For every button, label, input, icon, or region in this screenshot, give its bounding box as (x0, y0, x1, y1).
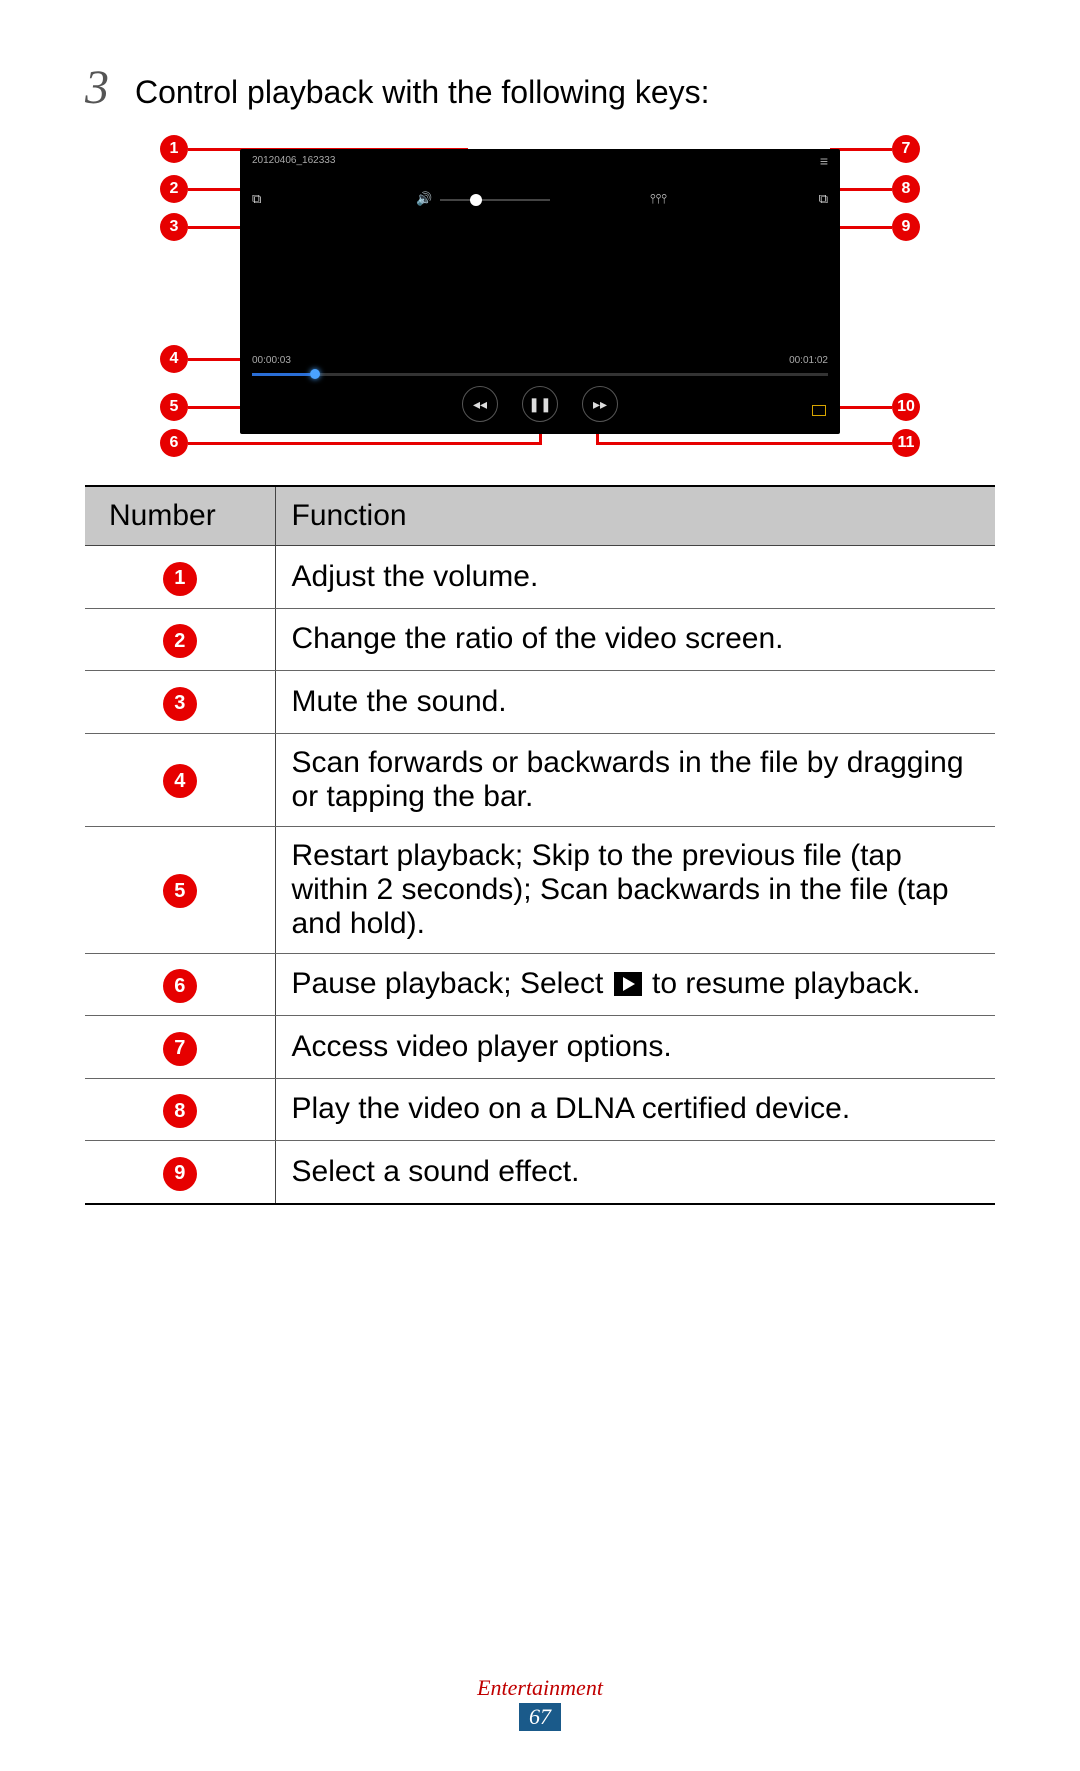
row-function-cell: Play the video on a DLNA certified devic… (275, 1078, 995, 1141)
row-function-cell: Pause playback; Select to resume playbac… (275, 953, 995, 1016)
page-footer: Entertainment 67 (0, 1675, 1080, 1731)
speaker-icon[interactable]: 🔊 (416, 191, 432, 207)
table-row: 4 Scan forwards or backwards in the file … (85, 733, 995, 826)
callout-badge-11: 11 (892, 429, 920, 457)
seek-bar[interactable] (252, 373, 828, 376)
row-function-cell: Mute the sound. (275, 671, 995, 734)
col-header-number: Number (85, 486, 275, 546)
row-function-cell: Access video player options. (275, 1016, 995, 1079)
row-number-cell: 4 (85, 733, 275, 826)
table-row: 2 Change the ratio of the video screen. (85, 608, 995, 671)
pause-button[interactable]: ❚❚ (522, 386, 558, 422)
callout-badge-3: 3 (160, 213, 188, 241)
row-function-cell: Restart playback; Skip to the previous f… (275, 826, 995, 953)
rewind-button[interactable]: ◂◂ (462, 386, 498, 422)
row-number-cell: 9 (85, 1141, 275, 1204)
row-function-cell: Adjust the volume. (275, 546, 995, 609)
row-number-cell: 6 (85, 953, 275, 1016)
footer-page-number: 67 (519, 1703, 561, 1731)
table-row: 5 Restart playback; Skip to the previous … (85, 826, 995, 953)
row-badge: 2 (163, 624, 197, 658)
table-row: 6 Pause playback; Select to resume playba… (85, 953, 995, 1016)
table-row: 7 Access video player options. (85, 1016, 995, 1079)
callout-badge-7: 7 (892, 135, 920, 163)
callout-badge-5: 5 (160, 393, 188, 421)
video-filename: 20120406_162333 (252, 155, 335, 166)
table-row: 8 Play the video on a DLNA certified devi… (85, 1078, 995, 1141)
dlna-icon[interactable]: ⧉ (819, 191, 828, 207)
row-badge: 4 (163, 764, 197, 798)
forward-button[interactable]: ▸▸ (582, 386, 618, 422)
row-number-cell: 8 (85, 1078, 275, 1141)
row-badge: 3 (163, 687, 197, 721)
function-table: Number Function 1 Adjust the volume. 2 Chan… (85, 485, 995, 1205)
row-function-cell: Scan forwards or backwards in the file b… (275, 733, 995, 826)
row-number-cell: 5 (85, 826, 275, 953)
row-badge: 5 (163, 874, 197, 908)
row-badge: 6 (163, 969, 197, 1003)
row-function-cell: Change the ratio of the video screen. (275, 608, 995, 671)
time-total: 00:01:02 (789, 355, 828, 366)
callout-badge-10: 10 (892, 393, 920, 421)
footer-section: Entertainment (0, 1675, 1080, 1701)
row-number-cell: 7 (85, 1016, 275, 1079)
callout-badge-4: 4 (160, 345, 188, 373)
callout-badge-1: 1 (160, 135, 188, 163)
time-elapsed: 00:00:03 (252, 355, 291, 366)
table-row: 3 Mute the sound. (85, 671, 995, 734)
callout-badge-6: 6 (160, 429, 188, 457)
row-number-cell: 3 (85, 671, 275, 734)
play-icon (614, 972, 642, 996)
menu-icon[interactable]: ≡ (820, 153, 828, 169)
step-number: 3 (85, 60, 135, 115)
callout-badge-2: 2 (160, 175, 188, 203)
row-badge: 9 (163, 1157, 197, 1191)
player-diagram: 1 2 3 4 5 6 7 8 9 10 11 20120406_162 (160, 135, 920, 455)
step-heading: 3 Control playback with the following ke… (85, 60, 995, 115)
callout-badge-9: 9 (892, 213, 920, 241)
ratio-icon[interactable]: ⧉ (252, 191, 261, 207)
row-badge: 1 (163, 562, 197, 596)
col-header-function: Function (275, 486, 995, 546)
table-row: 9 Select a sound effect. (85, 1141, 995, 1204)
video-player: 20120406_162333 ≡ ⧉ 🔊 ⫯⫯⫯ ⧉ 00:00:03 00:… (240, 149, 840, 434)
volume-slider[interactable] (440, 199, 550, 201)
row-badge: 7 (163, 1032, 197, 1066)
callout-badge-8: 8 (892, 175, 920, 203)
step-text: Control playback with the following keys… (135, 74, 995, 111)
row-badge: 8 (163, 1094, 197, 1128)
row-number-cell: 2 (85, 608, 275, 671)
table-row: 1 Adjust the volume. (85, 546, 995, 609)
row-number-cell: 1 (85, 546, 275, 609)
row-function-cell: Select a sound effect. (275, 1141, 995, 1204)
equalizer-icon[interactable]: ⫯⫯⫯ (650, 191, 667, 207)
pip-icon[interactable] (812, 405, 826, 416)
